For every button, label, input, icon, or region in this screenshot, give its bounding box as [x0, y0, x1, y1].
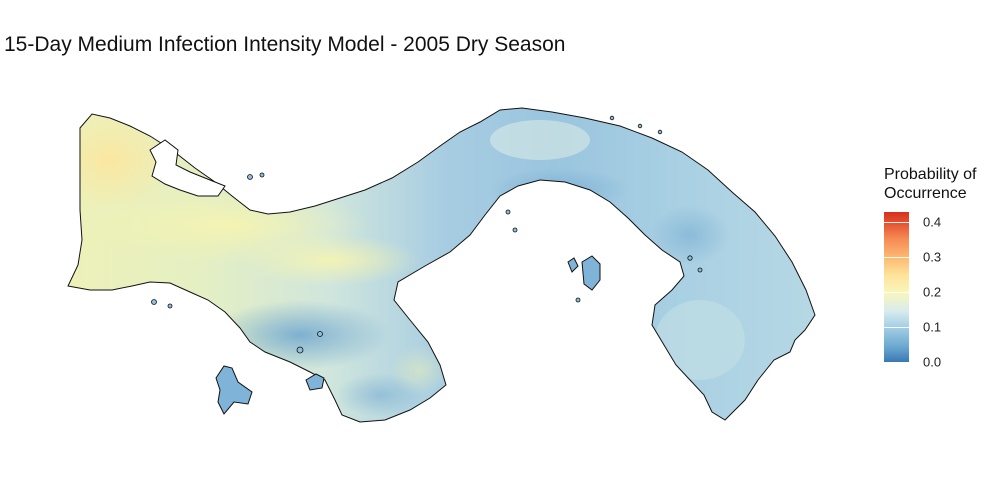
- legend-tick-mark: [884, 362, 909, 363]
- panama-probability-map: [67, 107, 816, 423]
- legend-tick-label: 0.2: [923, 284, 942, 300]
- legend-colorbar: [884, 212, 909, 362]
- legend-title-line-2: Occurrence: [884, 185, 967, 202]
- pearl-islands: [581, 255, 601, 291]
- legend-tick-label: 0.0: [923, 354, 942, 370]
- legend-tick-label: 0.1: [923, 319, 942, 335]
- coastal-islets: [151, 115, 703, 354]
- pearl-island-small: [567, 257, 579, 273]
- map-title: 15-Day Medium Infection Intensity Model …: [4, 33, 566, 56]
- legend-body: 0.0 0.1 0.2 0.3 0.4: [884, 212, 1000, 370]
- chiriqui-lagoon: [149, 139, 226, 197]
- legend-tick-mark: [884, 292, 909, 294]
- legend-tick-label: 0.3: [923, 249, 942, 265]
- legend-title-line-1: Probability of: [884, 166, 977, 183]
- legend-tick-label: 0.4: [923, 214, 942, 230]
- legend: Probability of Occurrence 0.0 0.1 0.2 0.3 0.…: [884, 165, 1000, 370]
- legend-tick-mark: [884, 222, 909, 224]
- legend-tick-mark: [884, 327, 909, 329]
- legend-tick-mark: [884, 257, 909, 259]
- coiba-island: [215, 365, 253, 415]
- jicaron-island: [305, 373, 325, 391]
